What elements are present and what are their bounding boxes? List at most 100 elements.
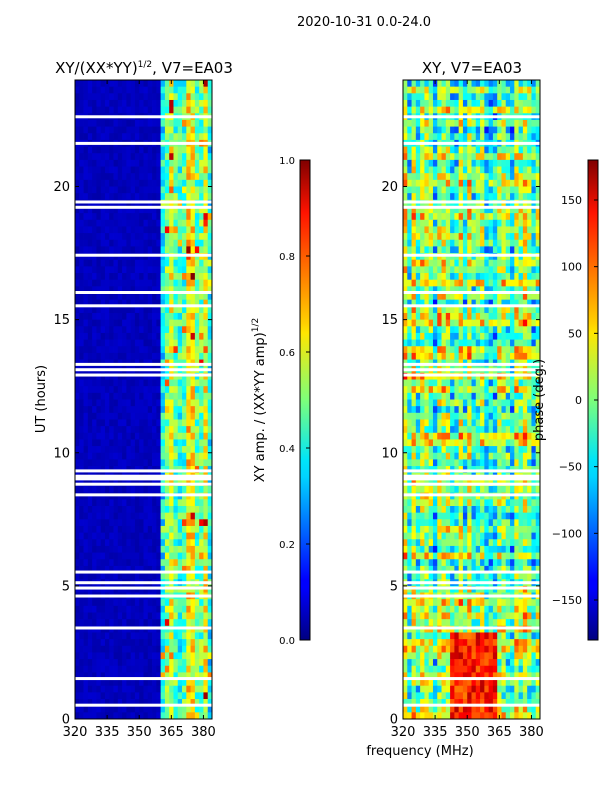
- heatmap-cell: [87, 432, 93, 440]
- heatmap-cell: [182, 692, 187, 700]
- heatmap-cell: [104, 679, 110, 687]
- heatmap-cell: [113, 226, 119, 234]
- heatmap-cell: [458, 392, 464, 400]
- heatmap-cell: [403, 432, 408, 440]
- heatmap-cell: [194, 685, 200, 693]
- heatmap-cell: [505, 339, 511, 347]
- heatmap-cell: [104, 266, 110, 274]
- left-panel: XY/(XX*YY)1/2, V7=EA03 320 335 350 365 380 0…: [34, 59, 233, 740]
- heatmap-cell: [100, 446, 106, 454]
- heatmap-cell: [79, 665, 84, 673]
- heatmap-cell: [462, 379, 468, 387]
- heatmap-cell: [407, 259, 412, 267]
- heatmap-cell: [143, 685, 149, 693]
- heatmap-cell: [96, 412, 102, 420]
- heatmap-cell: [432, 106, 438, 114]
- heatmap-cell: [156, 705, 162, 713]
- heatmap-cell: [403, 339, 408, 347]
- heatmap-cell: [173, 619, 179, 627]
- heatmap-cell: [134, 459, 140, 467]
- heatmap-cell: [130, 619, 136, 627]
- heatmap-cell: [488, 352, 494, 360]
- heatmap-cell: [143, 692, 149, 700]
- heatmap-cell: [407, 126, 412, 134]
- heatmap-cell: [190, 119, 196, 127]
- heatmap-cell: [152, 459, 157, 467]
- heatmap-cell: [130, 439, 136, 447]
- heatmap-cell: [104, 639, 110, 647]
- heatmap-cell: [497, 426, 502, 434]
- heatmap-cell: [437, 186, 442, 194]
- heatmap-cell: [100, 93, 106, 101]
- heatmap-cell: [92, 612, 97, 620]
- heatmap-cell: [522, 166, 528, 174]
- heatmap-cell: [203, 605, 209, 613]
- heatmap-cell: [173, 119, 179, 127]
- heatmap-cell: [424, 279, 430, 287]
- heatmap-cell: [441, 86, 447, 94]
- heatmap-cell: [182, 412, 187, 420]
- heatmap-cell: [160, 532, 166, 540]
- flagged-time-band: [75, 200, 212, 204]
- heatmap-cell: [79, 672, 84, 680]
- heatmap-cell: [109, 206, 114, 214]
- heatmap-cell: [432, 312, 438, 321]
- heatmap-cell: [199, 525, 204, 534]
- heatmap-cell: [139, 692, 144, 700]
- heatmap-cell: [403, 80, 408, 88]
- heatmap-cell: [96, 545, 102, 553]
- heatmap-cell: [186, 159, 191, 167]
- heatmap-cell: [450, 119, 455, 127]
- heatmap-cell: [126, 412, 132, 420]
- heatmap-cell: [441, 266, 447, 274]
- heatmap-cell: [169, 392, 174, 400]
- heatmap-cell: [177, 399, 183, 407]
- heatmap-cell: [156, 632, 162, 640]
- heatmap-cell: [143, 153, 149, 161]
- heatmap-cell: [160, 93, 166, 101]
- heatmap-cell: [177, 93, 183, 101]
- heatmap-cell: [75, 572, 80, 580]
- heatmap-cell: [156, 193, 162, 201]
- heatmap-cell: [169, 259, 174, 267]
- heatmap-cell: [126, 499, 132, 507]
- heatmap-cell: [122, 612, 127, 620]
- heatmap-cell: [177, 246, 183, 254]
- heatmap-cell: [83, 446, 89, 454]
- heatmap-cell: [143, 299, 149, 307]
- heatmap-cell: [190, 619, 196, 627]
- heatmap-cell: [139, 486, 144, 494]
- heatmap-cell: [203, 692, 209, 700]
- heatmap-cell: [428, 166, 434, 174]
- heatmap-cell: [173, 226, 179, 234]
- flagged-time-band: [75, 368, 212, 372]
- heatmap-cell: [117, 386, 123, 394]
- heatmap-cell: [113, 299, 119, 307]
- heatmap-cell: [454, 119, 460, 127]
- heatmap-cell: [428, 126, 434, 134]
- heatmap-cell: [83, 392, 89, 400]
- heatmap-cell: [92, 599, 97, 607]
- heatmap-cell: [130, 539, 136, 547]
- heatmap-cell: [471, 239, 477, 247]
- heatmap-cell: [160, 299, 166, 307]
- heatmap-cell: [522, 226, 528, 234]
- heatmap-cell: [139, 266, 144, 274]
- heatmap-cell: [535, 286, 541, 294]
- heatmap-cell: [190, 572, 196, 580]
- heatmap-cell: [130, 226, 136, 234]
- heatmap-cell: [186, 93, 191, 101]
- heatmap-cell: [182, 339, 187, 347]
- heatmap-cell: [501, 233, 507, 241]
- heatmap-cell: [75, 153, 80, 161]
- heatmap-cell: [109, 146, 114, 154]
- heatmap-cell: [492, 126, 498, 134]
- heatmap-cell: [104, 619, 110, 627]
- heatmap-cell: [199, 106, 204, 114]
- heatmap-cell: [484, 459, 490, 467]
- heatmap-cell: [480, 273, 485, 281]
- heatmap-cell: [104, 552, 110, 560]
- heatmap-cell: [83, 352, 89, 360]
- heatmap-cell: [492, 412, 498, 420]
- heatmap-cell: [450, 239, 455, 247]
